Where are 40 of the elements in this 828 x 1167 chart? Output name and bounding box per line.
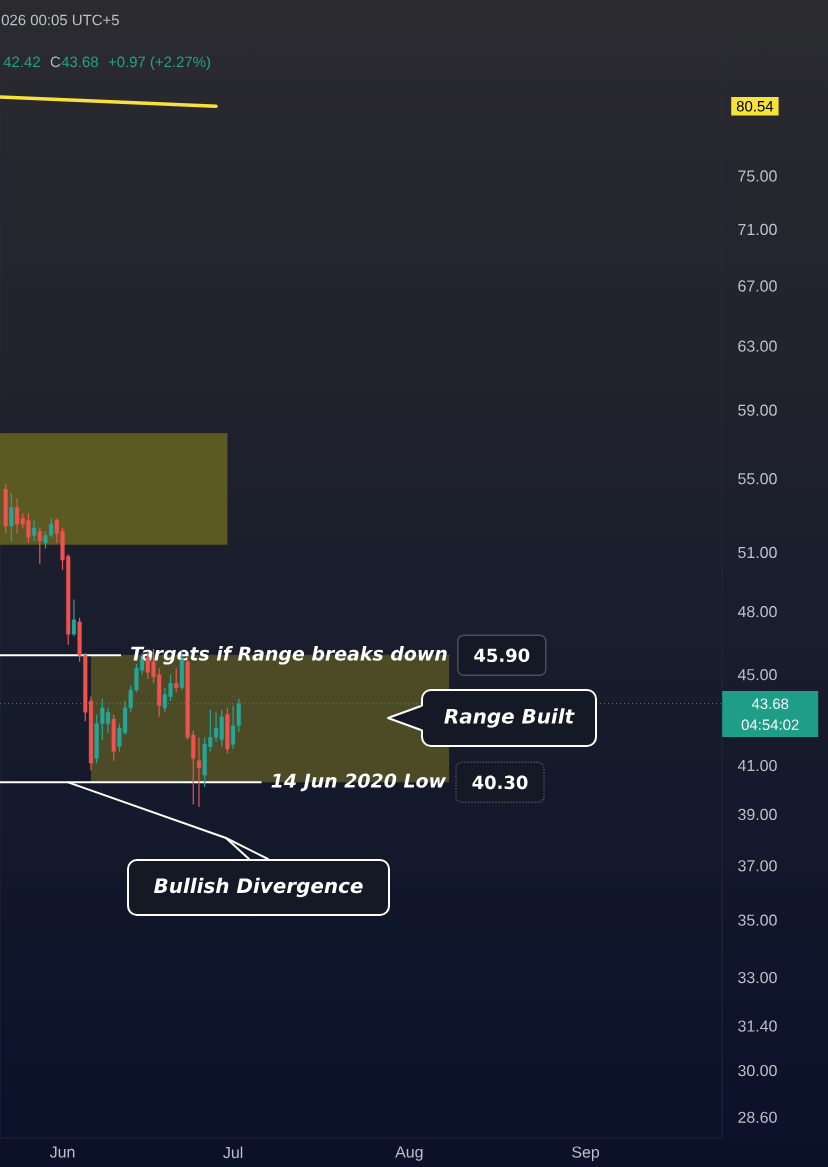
y-tick-label: 59.00 bbox=[738, 404, 777, 416]
y-tick-label: 33.00 bbox=[738, 971, 777, 984]
y-tick-label: 55.00 bbox=[738, 473, 777, 485]
y-tick-label: 28.60 bbox=[738, 1111, 777, 1123]
annotation: 45.90 bbox=[474, 648, 530, 663]
y-tick-label: 71.00 bbox=[738, 223, 777, 236]
candlestick bbox=[174, 667, 179, 693]
y-tick-label: 39.00 bbox=[738, 808, 777, 821]
y-tick-label: 67.00 bbox=[738, 280, 777, 292]
y-tick-label: 35.00 bbox=[738, 914, 777, 926]
annotation: +0.97 (+2.27%) bbox=[108, 56, 211, 71]
x-tick-label: Jul bbox=[223, 1146, 243, 1159]
ref-line-label: 43.68 bbox=[751, 698, 789, 710]
ref-line-label: 14 Jun 2020 Low bbox=[271, 773, 447, 792]
candlestick bbox=[9, 492, 14, 542]
annotation: C bbox=[50, 56, 61, 68]
annotation: Bullish Divergence bbox=[154, 877, 363, 898]
x-tick-label: Jun bbox=[49, 1146, 75, 1158]
candlestick bbox=[196, 736, 202, 808]
candlestick bbox=[71, 598, 76, 637]
x-tick-label: Aug bbox=[395, 1146, 423, 1161]
y-tick-label: 41.00 bbox=[737, 759, 777, 772]
y-tick-label: 45.00 bbox=[737, 669, 777, 681]
annotation: 40.30 bbox=[472, 775, 528, 790]
y-tick-label: 51.00 bbox=[738, 546, 777, 559]
text: 04:54:02 bbox=[741, 719, 799, 731]
text: 80.54 bbox=[736, 100, 774, 112]
y-tick-label: 75.00 bbox=[738, 170, 777, 182]
y-tick-label: 63.00 bbox=[738, 340, 777, 352]
candlestick bbox=[37, 527, 42, 565]
candlestick bbox=[32, 519, 37, 542]
y-tick-label: 30.00 bbox=[738, 1064, 777, 1077]
annotation: Range Built bbox=[444, 708, 575, 728]
x-tick-label: Sep bbox=[572, 1146, 600, 1161]
y-tick-label: 31.40 bbox=[738, 1020, 777, 1032]
text: 026 00:05 UTC+5 bbox=[1, 14, 119, 26]
y-tick-label: 37.00 bbox=[738, 860, 777, 872]
y-tick-label: 48.00 bbox=[737, 605, 777, 618]
annotation: 43.68 bbox=[61, 56, 98, 68]
annotation: 42.42 bbox=[3, 56, 40, 67]
